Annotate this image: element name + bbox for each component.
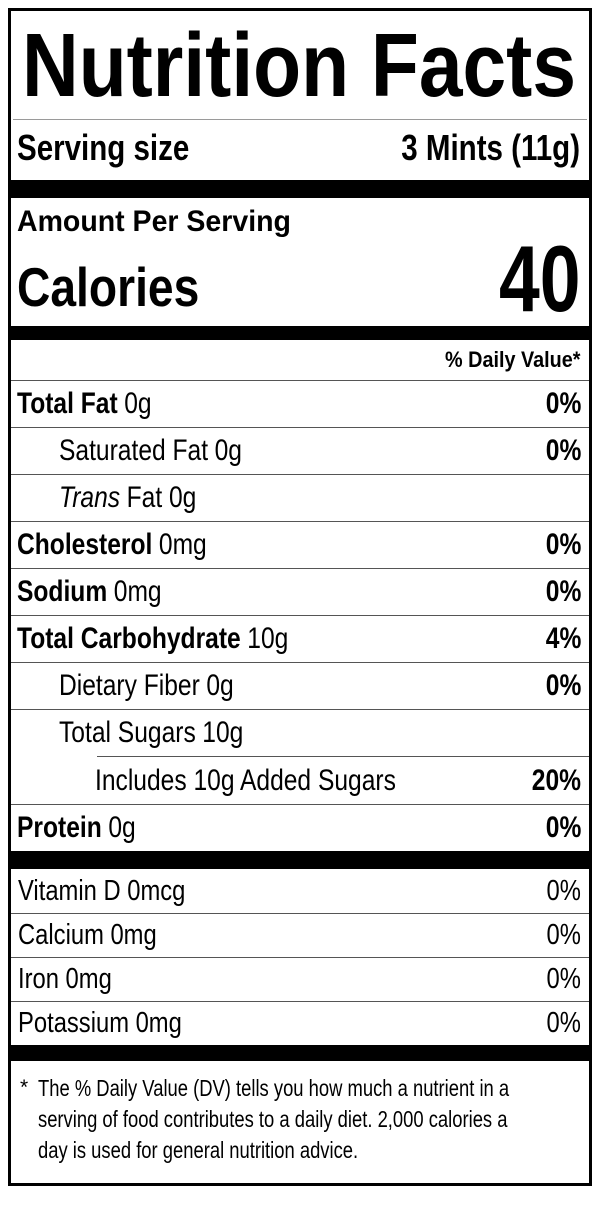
nutrient-name: Sodium: [17, 575, 108, 609]
divider-bar-thick: [11, 851, 589, 870]
row-protein: Protein 0g 0%: [11, 804, 589, 851]
amount-per-serving-text: Amount Per Serving: [17, 205, 291, 239]
daily-value-heading-text: % Daily Value*: [444, 347, 580, 373]
nutrient-amount: 0g: [124, 387, 152, 421]
nutrient-dv: 0%: [546, 1007, 581, 1040]
calories-value: 40: [499, 226, 581, 332]
row-trans-fat: Trans Fat 0g: [11, 474, 589, 521]
divider-bar-medium: [11, 326, 589, 341]
row-total-carbohydrate: Total Carbohydrate 10g 4%: [11, 615, 589, 662]
nutrient-name: Total Fat: [17, 387, 118, 421]
nutrient-dv: 0%: [546, 963, 581, 996]
label-title-svg: Nutrition Facts: [22, 16, 576, 116]
label-title-wrap: Nutrition Facts: [11, 11, 589, 116]
nutrient-dv: 0%: [545, 387, 581, 421]
footnote-text: The % Daily Value (DV) tells you how muc…: [38, 1073, 589, 1166]
nutrient-amount: 0mg: [135, 1007, 182, 1040]
nutrient-name: Protein: [17, 811, 102, 845]
nutrient-amount: 0g: [206, 669, 234, 703]
nutrient-name: Total Sugars: [59, 716, 196, 750]
label-title: Nutrition Facts: [22, 26, 576, 104]
calories-row: Calories 40: [11, 226, 589, 332]
nutrient-amount: 0mg: [158, 528, 207, 562]
nutrient-name: Iron: [18, 963, 59, 996]
row-vitamin-d: Vitamin D 0mcg 0%: [11, 869, 589, 913]
nutrient-name: Potassium: [18, 1007, 130, 1040]
row-saturated-fat: Saturated Fat 0g 0%: [11, 427, 589, 474]
nutrient-name: Total Carbohydrate: [17, 622, 241, 656]
nutrient-dv: 4%: [545, 622, 581, 656]
nutrient-dv: 0%: [545, 434, 581, 468]
row-dietary-fiber: Dietary Fiber 0g 0%: [11, 662, 589, 709]
nutrient-amount: 0g: [214, 434, 242, 468]
footnote: * The % Daily Value (DV) tells you how m…: [11, 1061, 589, 1166]
nutrient-dv: 20%: [531, 763, 581, 797]
serving-size-row: Serving size 3 Mints (11g): [11, 120, 589, 180]
nutrient-name-italic: Trans: [59, 481, 121, 515]
nutrient-dv: 0%: [546, 874, 581, 907]
row-sodium: Sodium 0mg 0%: [11, 568, 589, 615]
row-cholesterol: Cholesterol 0mg 0%: [11, 521, 589, 568]
nutrient-dv: 0%: [545, 811, 581, 845]
row-total-sugars: Total Sugars 10g: [11, 709, 589, 756]
nutrient-name: Calcium: [18, 919, 104, 952]
footnote-asterisk: *: [20, 1076, 29, 1100]
row-calcium: Calcium 0mg 0%: [11, 913, 589, 957]
amount-per-serving-heading: Amount Per Serving: [11, 198, 589, 240]
nutrient-name: Includes 10g Added Sugars: [95, 763, 396, 797]
nutrient-dv: 0%: [545, 528, 581, 562]
row-iron: Iron 0mg 0%: [11, 957, 589, 1001]
footnote-line: serving of food contributes to a daily d…: [38, 1106, 508, 1133]
title-divider: [13, 119, 587, 120]
nutrient-dv: 0%: [545, 575, 581, 609]
nutrient-dv: 0%: [546, 919, 581, 952]
nutrient-amount: 0mg: [65, 963, 112, 996]
nutrition-facts-label: Nutrition Facts Serving size 3 Mints (11…: [8, 8, 592, 1186]
added-sugars-divider: [97, 756, 589, 758]
nutrient-name: Dietary Fiber: [59, 669, 200, 703]
calories-label: Calories: [17, 255, 200, 318]
row-added-sugars: Includes 10g Added Sugars 20%: [11, 757, 589, 804]
nutrient-amount: 0g: [108, 811, 136, 845]
row-potassium: Potassium 0mg 0%: [11, 1001, 589, 1045]
nutrient-dv: 0%: [545, 669, 581, 703]
footnote-line: The % Daily Value (DV) tells you how muc…: [38, 1075, 510, 1102]
serving-size-label: Serving size: [17, 127, 190, 168]
nutrient-amount: 0mg: [110, 919, 157, 952]
daily-value-heading: % Daily Value*: [11, 340, 589, 380]
serving-size-value: 3 Mints (11g): [401, 127, 580, 168]
nutrient-amount: 0mg: [113, 575, 162, 609]
nutrient-name: Saturated Fat: [59, 434, 209, 468]
nutrient-amount: 10g: [202, 716, 244, 750]
nutrient-name: Vitamin D: [18, 874, 121, 907]
divider-bar-medium: [11, 1045, 589, 1062]
nutrient-name: Cholesterol: [17, 528, 153, 562]
footnote-line: day is used for general nutrition advice…: [38, 1137, 359, 1164]
divider-bar-thick: [11, 180, 589, 199]
row-total-fat: Total Fat 0g 0%: [11, 380, 589, 427]
nutrient-amount: 10g: [247, 622, 289, 656]
nutrient-amount: 0mcg: [127, 874, 186, 907]
nutrient-name-rest: Fat 0g: [126, 481, 197, 515]
